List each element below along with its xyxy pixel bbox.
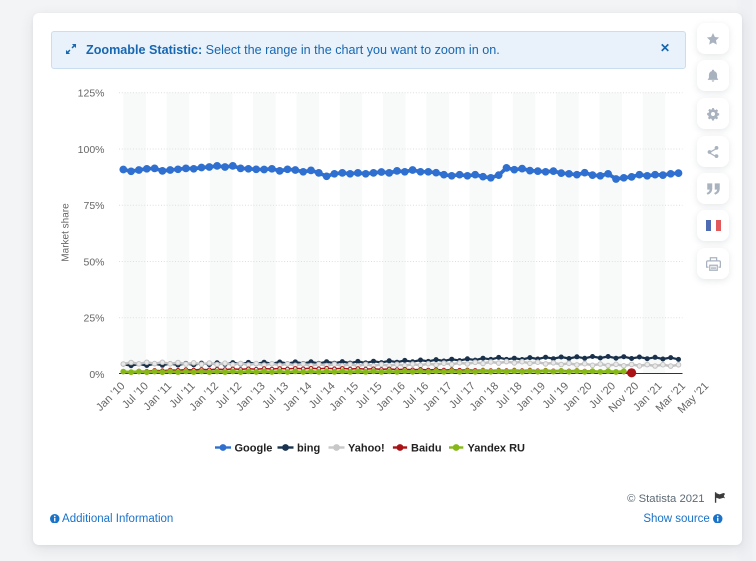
- svg-text:Baidu: Baidu: [411, 443, 442, 455]
- svg-text:bing: bing: [297, 443, 320, 455]
- svg-text:0%: 0%: [89, 369, 104, 381]
- svg-text:75%: 75%: [83, 200, 104, 212]
- svg-text:Google: Google: [235, 443, 273, 455]
- svg-text:125%: 125%: [78, 88, 105, 100]
- svg-text:Market share: Market share: [61, 203, 72, 262]
- svg-text:25%: 25%: [83, 313, 104, 325]
- svg-text:Yahoo!: Yahoo!: [348, 443, 385, 455]
- svg-text:Jan ’10: Jan ’10: [94, 380, 128, 414]
- svg-text:Yandex RU: Yandex RU: [468, 443, 526, 455]
- svg-text:100%: 100%: [78, 144, 105, 156]
- svg-text:50%: 50%: [83, 256, 104, 268]
